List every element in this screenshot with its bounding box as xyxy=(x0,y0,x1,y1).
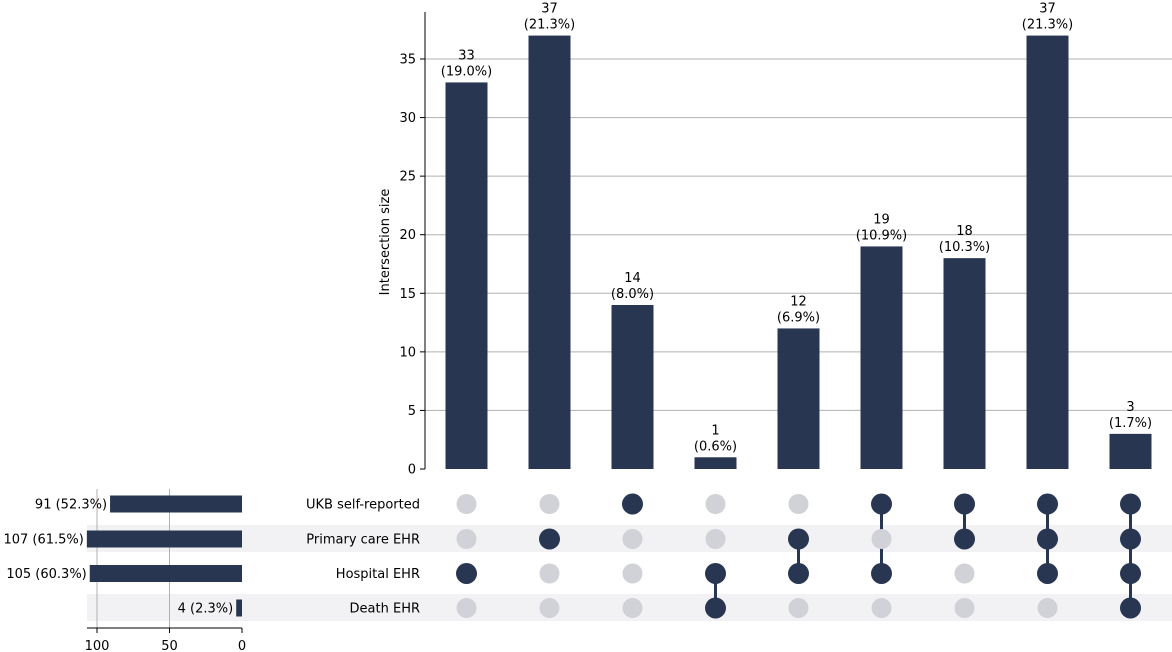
matrix-dot-inactive xyxy=(705,494,726,514)
bar-value-label: 14 xyxy=(624,271,641,286)
matrix-dot-inactive xyxy=(622,563,643,584)
set-size-bar xyxy=(86,530,242,548)
bar-value-label: 37 xyxy=(1039,2,1056,17)
bar-value-label: 37 xyxy=(541,2,558,17)
set-size-label: 105 (60.3%) xyxy=(6,567,86,582)
bar-percent-label: (6.9%) xyxy=(777,310,820,325)
y-tick-label: 5 xyxy=(408,404,416,419)
y-tick-label: 30 xyxy=(399,111,416,126)
matrix-dot-active xyxy=(622,493,643,515)
intersection-bar xyxy=(860,246,903,469)
intersection-bar xyxy=(1109,433,1152,469)
set-size-tick-label: 100 xyxy=(85,639,110,652)
bar-percent-label: (10.3%) xyxy=(939,240,990,255)
matrix-dot-inactive xyxy=(539,563,560,584)
bar-percent-label: (8.0%) xyxy=(611,287,654,302)
matrix-dot-active xyxy=(1120,493,1141,515)
matrix-dot-inactive xyxy=(456,529,477,549)
matrix-dot-inactive xyxy=(539,598,560,618)
bar-percent-label: (19.0%) xyxy=(441,64,492,79)
bar-value-label: 33 xyxy=(458,48,475,63)
y-tick-label: 0 xyxy=(408,463,416,478)
bar-percent-label: (0.6%) xyxy=(694,439,737,454)
matrix-dot-active xyxy=(1037,493,1058,515)
matrix-dot-inactive xyxy=(954,598,975,618)
y-axis: 0 5 10 15 20 25 30 35 xyxy=(399,12,426,478)
matrix-dot-active xyxy=(705,597,726,619)
set-label: Hospital EHR xyxy=(336,567,420,582)
intersection-bar xyxy=(528,35,571,469)
intersection-bar xyxy=(445,82,488,469)
intersection-bar xyxy=(1026,35,1069,469)
matrix-dot-inactive xyxy=(539,494,560,514)
matrix-dot-inactive xyxy=(788,598,809,618)
intersection-bar xyxy=(611,305,654,469)
matrix-dot-active xyxy=(788,563,809,584)
bar-value-label: 12 xyxy=(790,294,807,309)
matrix-dot-inactive xyxy=(954,563,975,584)
set-label: Primary care EHR xyxy=(306,533,420,548)
intersection-bar xyxy=(694,457,737,469)
matrix-dot-active xyxy=(1120,528,1141,550)
matrix-dot-inactive xyxy=(871,598,892,618)
matrix-dot-inactive xyxy=(456,598,477,618)
set-size-label: 91 (52.3%) xyxy=(35,498,107,513)
matrix-dot-inactive xyxy=(705,529,726,549)
matrix-dot-inactive xyxy=(788,494,809,514)
y-tick-label: 10 xyxy=(399,345,416,360)
matrix-dot-inactive xyxy=(871,529,892,549)
y-tick-label: 15 xyxy=(399,287,416,302)
intersection-bar xyxy=(777,328,820,469)
set-label: Death EHR xyxy=(350,602,420,617)
intersection-bars xyxy=(445,35,1152,469)
set-size-bars: 100 50 0 91 (52.3%) 107 (61.5%) 105 (60.3%) 4 … xyxy=(3,489,246,652)
bar-value-label: 19 xyxy=(873,212,890,227)
set-size-tick-label: 0 xyxy=(238,639,246,652)
set-size-label: 107 (61.5%) xyxy=(3,533,83,548)
y-tick-label: 20 xyxy=(399,228,416,243)
matrix-dot-active xyxy=(1037,563,1058,584)
bar-percent-label: (10.9%) xyxy=(856,228,907,243)
intersection-bar xyxy=(943,258,986,469)
matrix-dot-inactive xyxy=(622,529,643,549)
set-size-bar xyxy=(89,565,242,582)
bar-value-label: 18 xyxy=(956,224,973,239)
matrix-dot-active xyxy=(871,563,892,584)
matrix-dot-active xyxy=(539,528,560,550)
bar-value-label: 3 xyxy=(1126,400,1134,415)
matrix-dot-inactive xyxy=(622,598,643,618)
bar-value-label: 1 xyxy=(711,423,719,438)
set-labels: UKB self-reported Primary care EHR Hospita… xyxy=(306,498,420,617)
set-size-tick-label: 50 xyxy=(161,639,178,652)
matrix-dot-active xyxy=(1120,563,1141,584)
set-size-bar xyxy=(110,495,242,513)
matrix-dot-active xyxy=(1120,597,1141,619)
set-size-bar xyxy=(236,599,242,617)
bar-percent-label: (1.7%) xyxy=(1109,416,1152,431)
y-axis-label: Intersection size xyxy=(378,189,393,296)
matrix-dot-active xyxy=(954,528,975,550)
matrix-dot-inactive xyxy=(456,494,477,514)
bar-percent-label: (21.3%) xyxy=(1022,18,1073,33)
y-tick-label: 25 xyxy=(399,170,416,185)
set-label: UKB self-reported xyxy=(306,498,420,513)
membership-matrix xyxy=(456,493,1141,619)
matrix-dot-active xyxy=(788,528,809,550)
matrix-dot-active xyxy=(705,563,726,584)
y-tick-label: 35 xyxy=(399,53,416,68)
matrix-dot-active xyxy=(871,493,892,515)
matrix-dot-inactive xyxy=(1037,598,1058,618)
intersection-bar-labels: 33(19.0%)37(21.3%)14(8.0%)1(0.6%)12(6.9%… xyxy=(441,2,1152,455)
matrix-dot-active xyxy=(456,563,477,584)
bar-percent-label: (21.3%) xyxy=(524,18,575,33)
matrix-dot-active xyxy=(954,493,975,515)
matrix-dot-active xyxy=(1037,528,1058,550)
set-size-label: 4 (2.3%) xyxy=(178,602,234,617)
